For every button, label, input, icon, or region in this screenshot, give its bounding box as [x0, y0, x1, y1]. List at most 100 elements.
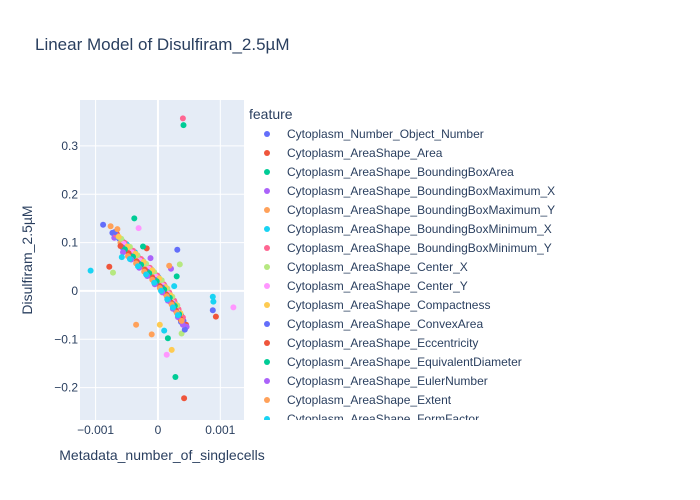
- data-point: [117, 243, 124, 249]
- data-point: [180, 122, 187, 129]
- data-point: [173, 273, 180, 280]
- legend-marker-icon: [264, 187, 270, 194]
- legend-item[interactable]: Cytoplasm_AreaShape_Compactness: [249, 295, 689, 314]
- legend-label: Cytoplasm_AreaShape_BoundingBoxMaximum_X: [287, 183, 556, 198]
- data-point: [178, 317, 185, 324]
- data-point: [181, 326, 188, 333]
- legend-marker-icon: [264, 149, 270, 156]
- data-point: [171, 283, 178, 290]
- y-tick-label: −0.2: [54, 381, 78, 395]
- y-axis-label: Disulfiram_2.5µM: [19, 205, 35, 314]
- data-point: [120, 249, 126, 256]
- legend-label: Cytoplasm_AreaShape_Compactness: [287, 297, 491, 312]
- data-point: [148, 331, 155, 338]
- legend-marker-icon: [264, 320, 270, 327]
- legend-item[interactable]: Cytoplasm_AreaShape_Center_Y: [249, 276, 689, 295]
- legend-item[interactable]: Cytoplasm_AreaShape_Center_X: [249, 257, 689, 276]
- legend-label: Cytoplasm_AreaShape_EquivalentDiameter: [287, 354, 522, 369]
- data-point: [100, 221, 107, 228]
- legend-items: Cytoplasm_Number_Object_Number Cytoplasm_…: [249, 124, 689, 420]
- data-point: [118, 254, 125, 261]
- y-tick-label: 0: [71, 284, 78, 298]
- data-point: [151, 279, 158, 286]
- data-point: [147, 255, 154, 262]
- legend-label: Cytoplasm_AreaShape_FormFactor: [287, 411, 480, 421]
- y-tick-label: 0.2: [61, 187, 78, 201]
- legend-item[interactable]: Cytoplasm_AreaShape_Extent: [249, 390, 689, 409]
- legend-marker-icon: [264, 377, 270, 384]
- data-point: [110, 269, 116, 276]
- legend-label: Cytoplasm_AreaShape_Extent: [287, 392, 452, 407]
- data-point: [164, 296, 171, 303]
- legend-label: Cytoplasm_AreaShape_Center_X: [287, 259, 468, 274]
- data-point: [140, 243, 146, 250]
- data-point: [156, 321, 163, 328]
- x-tick-label: −0.001: [77, 423, 114, 437]
- data-point: [133, 321, 140, 328]
- data-point: [209, 307, 216, 314]
- data-point: [168, 346, 175, 353]
- legend-label: Cytoplasm_AreaShape_BoundingBoxMaximum_Y: [287, 202, 556, 217]
- legend-marker-icon: [264, 358, 270, 365]
- data-point: [174, 312, 181, 319]
- chart-title: Linear Model of Disulfiram_2.5µM: [35, 35, 290, 54]
- axis-ticks: −0.001 0 0.001 −0.2 −0.1 0 0.1 0.2 0.3: [54, 139, 235, 437]
- legend-label: Cytoplasm_AreaShape_BoundingBoxMinimum_Y: [287, 240, 552, 255]
- legend-marker-icon: [264, 282, 270, 289]
- legend-marker-icon: [264, 225, 270, 232]
- legend-item[interactable]: Cytoplasm_AreaShape_Eccentricity: [249, 333, 689, 352]
- legend-item[interactable]: Cytoplasm_AreaShape_Area: [249, 143, 689, 162]
- plot-area: [80, 100, 244, 420]
- data-point: [176, 261, 183, 268]
- legend-title: feature: [249, 106, 293, 122]
- data-point: [126, 256, 133, 262]
- legend-item[interactable]: Cytoplasm_AreaShape_BoundingBoxMaximum_X: [249, 181, 689, 200]
- legend-item[interactable]: Cytoplasm_Number_Object_Number: [249, 124, 689, 143]
- legend-label: Cytoplasm_AreaShape_Eccentricity: [287, 335, 479, 350]
- data-point: [143, 271, 150, 278]
- legend-item[interactable]: Cytoplasm_AreaShape_FormFactor: [249, 409, 689, 420]
- data-point: [181, 395, 188, 402]
- legend-label: Cytoplasm_AreaShape_Area: [287, 145, 443, 160]
- data-point: [169, 304, 176, 311]
- y-tick-label: −0.1: [54, 332, 78, 346]
- legend-item[interactable]: Cytoplasm_AreaShape_BoundingBoxArea: [249, 162, 689, 181]
- data-point: [115, 233, 122, 240]
- data-point: [209, 293, 216, 300]
- legend-item[interactable]: Cytoplasm_AreaShape_BoundingBoxMinimum_Y: [249, 238, 689, 257]
- legend-label: Cytoplasm_AreaShape_ConvexArea: [287, 316, 484, 331]
- data-point: [87, 267, 94, 274]
- data-point: [212, 313, 219, 320]
- legend-marker-icon: [264, 263, 270, 270]
- legend-item[interactable]: Cytoplasm_AreaShape_ConvexArea: [249, 314, 689, 333]
- data-point: [107, 223, 114, 230]
- data-points: [87, 115, 237, 402]
- data-point: [230, 304, 237, 311]
- data-point: [174, 246, 181, 253]
- legend-item[interactable]: Cytoplasm_AreaShape_BoundingBoxMinimum_X: [249, 219, 689, 238]
- data-point: [163, 351, 170, 358]
- legend-item[interactable]: Cytoplasm_AreaShape_EulerNumber: [249, 371, 689, 390]
- x-tick-label: 0: [155, 423, 162, 437]
- legend-label: Cytoplasm_AreaShape_EulerNumber: [287, 373, 488, 388]
- data-point: [131, 215, 138, 222]
- legend-marker-icon: [264, 206, 270, 213]
- legend-item[interactable]: Cytoplasm_AreaShape_EquivalentDiameter: [249, 352, 689, 371]
- legend-item[interactable]: Cytoplasm_AreaShape_BoundingBoxMaximum_Y: [249, 200, 689, 219]
- legend-marker-icon: [264, 301, 270, 308]
- x-axis-label: Metadata_number_of_singlecells: [59, 447, 264, 463]
- legend-label: Cytoplasm_Number_Object_Number: [287, 126, 484, 141]
- legend-label: Cytoplasm_AreaShape_Center_Y: [287, 278, 468, 293]
- legend-marker-icon: [264, 415, 270, 420]
- data-point: [172, 374, 179, 380]
- legend-marker-icon: [264, 244, 270, 251]
- data-point: [164, 335, 171, 342]
- legend: feature Cytoplasm_Number_Object_Number Cy…: [249, 104, 689, 420]
- legend-marker-icon: [264, 168, 270, 175]
- data-point: [161, 327, 168, 334]
- data-point: [114, 226, 121, 233]
- legend-label: Cytoplasm_AreaShape_BoundingBoxArea: [287, 164, 514, 179]
- legend-label: Cytoplasm_AreaShape_BoundingBoxMinimum_X: [287, 221, 552, 236]
- legend-marker-icon: [264, 339, 270, 346]
